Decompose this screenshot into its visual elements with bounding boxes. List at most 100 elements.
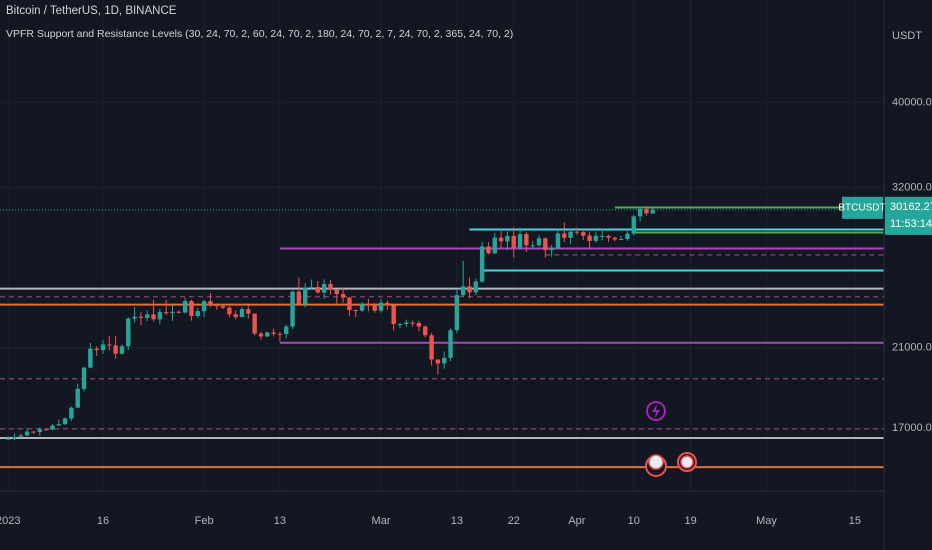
candle-body xyxy=(258,333,264,337)
candle-body xyxy=(252,313,257,334)
candle-body xyxy=(460,286,466,296)
candle-body xyxy=(612,237,618,240)
candle-body xyxy=(107,344,112,346)
candle-body xyxy=(315,287,321,293)
candle-body xyxy=(214,305,219,307)
candle-body xyxy=(94,348,99,351)
candle-body xyxy=(309,287,314,289)
chart-title: Bitcoin / TetherUS, 1D, BINANCE xyxy=(6,5,177,17)
y-tick-label: 32000.00 xyxy=(892,181,932,193)
candle-body xyxy=(587,235,592,241)
flag-icon xyxy=(648,454,664,470)
candle-body xyxy=(157,312,163,320)
candle-body xyxy=(81,367,87,389)
candle-body xyxy=(423,326,428,336)
price-tag: 30162.27 xyxy=(890,201,932,213)
candle-body xyxy=(24,431,30,436)
candle-body xyxy=(88,348,93,368)
candle-body xyxy=(473,281,479,293)
candle-body xyxy=(517,234,523,248)
candle-body xyxy=(511,235,516,248)
candle-body xyxy=(328,283,333,290)
y-tick-label: 40000.00 xyxy=(892,96,932,108)
candle-body xyxy=(246,309,251,314)
candle-body xyxy=(170,311,175,313)
x-tick-label: 15 xyxy=(849,515,861,527)
flag-icon xyxy=(680,455,694,469)
candle-body xyxy=(43,429,49,431)
candle-body xyxy=(637,209,643,217)
candle-body xyxy=(189,301,194,316)
x-tick-label: May xyxy=(756,515,777,527)
candle-body xyxy=(593,235,599,241)
lightning xyxy=(652,404,660,418)
candle-body xyxy=(366,304,371,306)
candle-body xyxy=(126,318,131,347)
levels xyxy=(0,206,884,469)
candle-body xyxy=(549,248,554,251)
candle-body xyxy=(530,245,535,247)
candle-body xyxy=(555,233,561,249)
candle-body xyxy=(119,346,125,354)
candle-body xyxy=(625,233,630,240)
symbol-tag: BTCUSDT xyxy=(838,203,885,214)
candle-body xyxy=(429,335,434,360)
candle-body xyxy=(467,286,472,293)
candle-body xyxy=(321,283,327,293)
candle-body xyxy=(69,407,74,419)
candle-body xyxy=(208,301,213,306)
candle-body xyxy=(113,345,118,354)
candle-body xyxy=(145,314,150,318)
candle-body xyxy=(233,314,238,318)
x-tick-label: 10 xyxy=(628,515,640,527)
candle-body xyxy=(132,316,137,319)
candle-body xyxy=(385,302,390,306)
candle-body xyxy=(631,216,636,234)
candle-body xyxy=(138,316,144,318)
candle-body xyxy=(353,309,358,311)
candle-body xyxy=(391,305,396,325)
candle-body xyxy=(454,295,460,331)
candle-body xyxy=(618,239,624,241)
candle-body xyxy=(486,246,491,254)
x-tick-label: 22 xyxy=(508,515,520,527)
candle-body xyxy=(182,301,188,313)
candle-body xyxy=(505,235,510,242)
candle-body xyxy=(227,307,232,315)
y-unit: USDT xyxy=(892,30,922,42)
candle-body xyxy=(163,312,169,314)
candle-body xyxy=(359,304,365,311)
candle-body xyxy=(62,418,68,425)
price-tag-bg xyxy=(885,196,932,235)
candle-body xyxy=(151,314,156,320)
x-tick-label: 16 xyxy=(97,515,109,527)
candle-body xyxy=(56,424,61,426)
candle-body xyxy=(340,294,346,298)
candle-body xyxy=(568,231,573,238)
candle-body xyxy=(404,322,409,325)
candle-body xyxy=(581,232,586,236)
candle-body xyxy=(524,234,529,246)
indicator-title: VPFR Support and Resistance Levels (30, … xyxy=(6,28,513,40)
countdown-tag: 11:53:14 xyxy=(890,218,932,230)
candle-body xyxy=(100,344,106,351)
event-icons xyxy=(645,401,697,477)
candle-body xyxy=(498,237,504,242)
candle-body xyxy=(397,324,403,326)
candle-body xyxy=(176,311,182,313)
candle-body xyxy=(265,332,270,337)
candle-body xyxy=(220,306,226,308)
y-tick-label: 17000.00 xyxy=(892,422,932,434)
candle-body xyxy=(435,359,441,364)
candles xyxy=(6,205,655,441)
x-tick-label: Apr xyxy=(568,515,585,527)
candle-body xyxy=(302,287,308,305)
symbol-tag-bg xyxy=(842,196,883,219)
candle-body xyxy=(479,246,485,282)
candle-body xyxy=(574,231,580,233)
candle-body xyxy=(37,429,43,433)
x-tick-label: 19 xyxy=(685,515,697,527)
candle-body xyxy=(372,305,377,311)
